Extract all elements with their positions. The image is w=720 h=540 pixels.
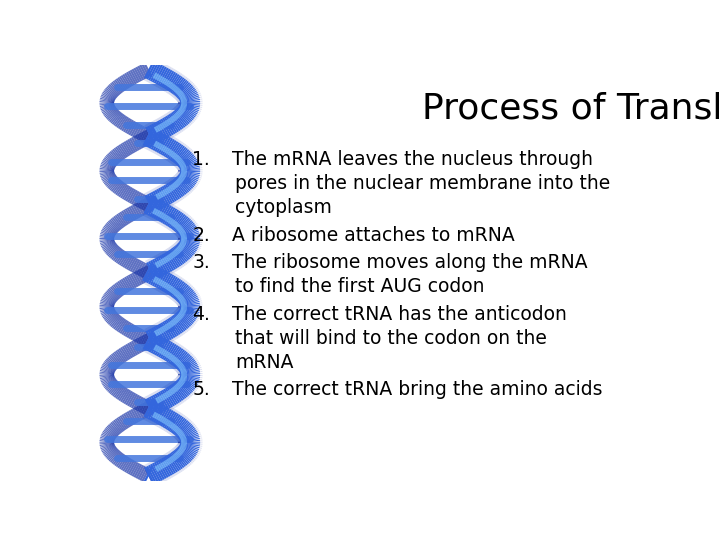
Text: 2.: 2. (192, 226, 210, 245)
Text: The mRNA leaves the nucleus through: The mRNA leaves the nucleus through (233, 150, 593, 169)
Text: cytoplasm: cytoplasm (235, 198, 332, 217)
Text: The correct tRNA has the anticodon: The correct tRNA has the anticodon (233, 305, 567, 323)
Text: to find the first AUG codon: to find the first AUG codon (235, 277, 485, 296)
Text: The ribosome moves along the mRNA: The ribosome moves along the mRNA (233, 253, 588, 272)
Text: 3.: 3. (192, 253, 210, 272)
Text: 1.: 1. (192, 150, 210, 169)
Text: that will bind to the codon on the: that will bind to the codon on the (235, 329, 547, 348)
Text: The correct tRNA bring the amino acids: The correct tRNA bring the amino acids (233, 380, 603, 400)
Text: mRNA: mRNA (235, 353, 294, 372)
Text: Process of Translation: Process of Translation (422, 92, 720, 126)
Text: 4.: 4. (192, 305, 210, 323)
Text: pores in the nuclear membrane into the: pores in the nuclear membrane into the (235, 174, 611, 193)
Text: 5.: 5. (192, 380, 210, 400)
Text: A ribosome attaches to mRNA: A ribosome attaches to mRNA (233, 226, 515, 245)
